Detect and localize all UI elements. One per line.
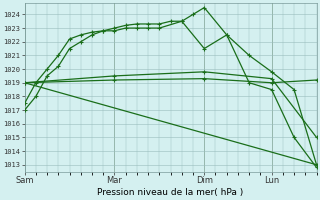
X-axis label: Pression niveau de la mer( hPa ): Pression niveau de la mer( hPa ) [98, 188, 244, 197]
